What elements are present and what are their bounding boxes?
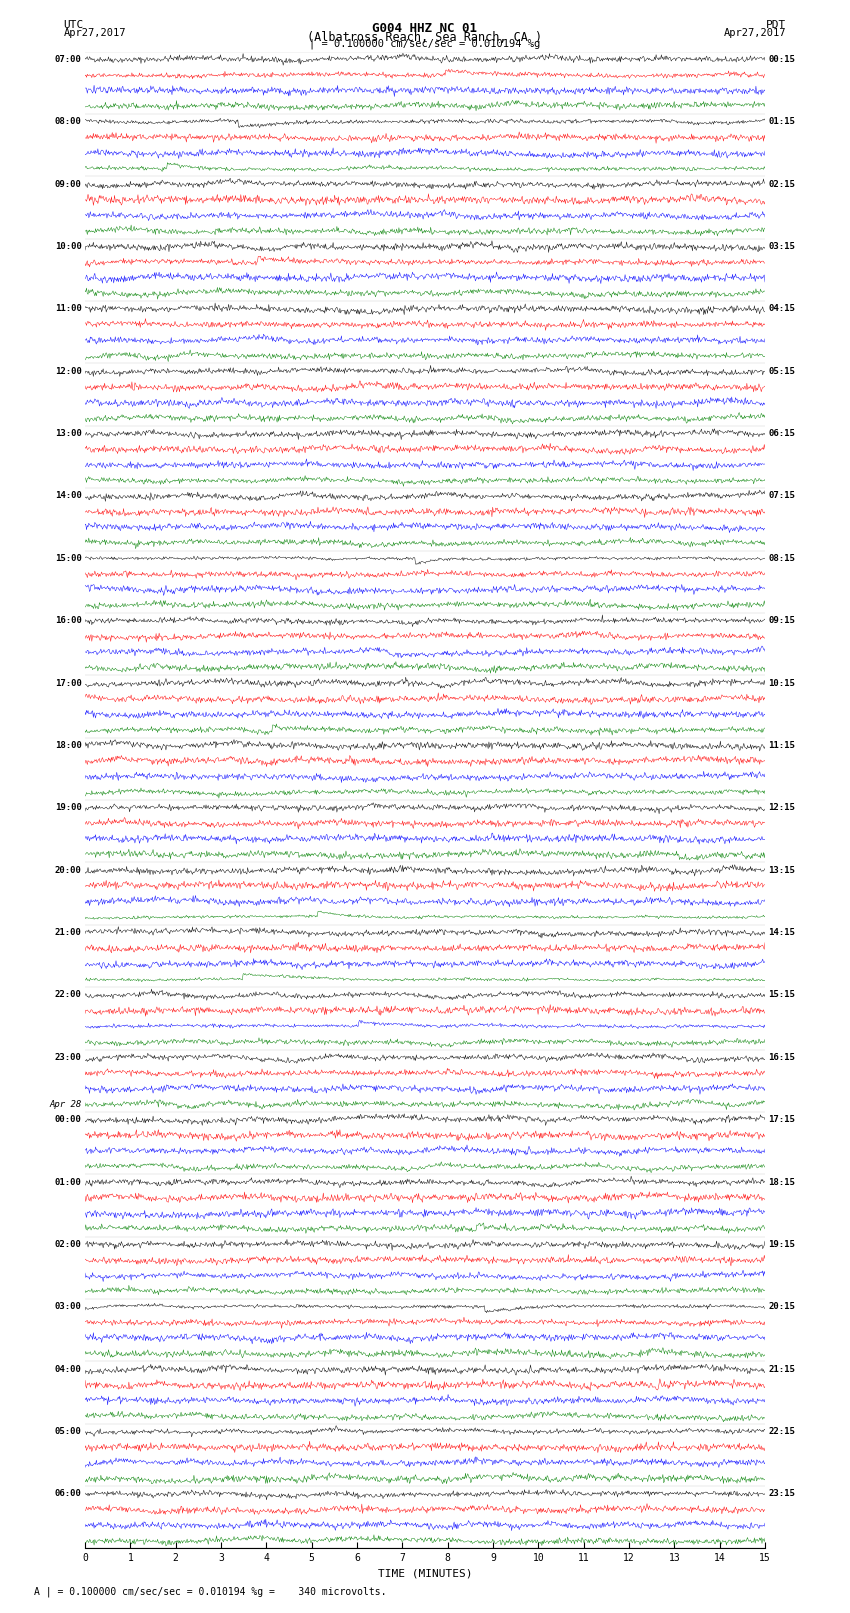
Text: 17:00: 17:00 [54, 679, 82, 687]
Text: 16:15: 16:15 [768, 1053, 796, 1061]
Text: 12:00: 12:00 [54, 366, 82, 376]
Text: 14:15: 14:15 [768, 927, 796, 937]
Text: 10:15: 10:15 [768, 679, 796, 687]
Text: 20:00: 20:00 [54, 866, 82, 874]
Text: 09:15: 09:15 [768, 616, 796, 626]
Text: Apr 28: Apr 28 [49, 1100, 82, 1108]
Text: 11:00: 11:00 [54, 305, 82, 313]
Text: PDT: PDT [766, 19, 786, 31]
Text: (Albatross Reach, Sea Ranch, CA ): (Albatross Reach, Sea Ranch, CA ) [308, 31, 542, 44]
Text: 04:00: 04:00 [54, 1365, 82, 1374]
Text: 00:15: 00:15 [768, 55, 796, 65]
Text: 22:15: 22:15 [768, 1428, 796, 1436]
Text: 07:00: 07:00 [54, 55, 82, 65]
Text: 23:00: 23:00 [54, 1053, 82, 1061]
Text: 14:00: 14:00 [54, 492, 82, 500]
Text: Apr27,2017: Apr27,2017 [64, 29, 127, 39]
Text: | = 0.100000 cm/sec/sec = 0.010194 %g: | = 0.100000 cm/sec/sec = 0.010194 %g [309, 39, 541, 50]
Text: 06:15: 06:15 [768, 429, 796, 439]
Text: 13:00: 13:00 [54, 429, 82, 439]
Text: 01:15: 01:15 [768, 118, 796, 126]
Text: 19:15: 19:15 [768, 1240, 796, 1248]
Text: 00:00: 00:00 [54, 1115, 82, 1124]
Text: 06:00: 06:00 [54, 1489, 82, 1498]
Text: 18:00: 18:00 [54, 740, 82, 750]
Text: 23:15: 23:15 [768, 1489, 796, 1498]
Text: 16:00: 16:00 [54, 616, 82, 626]
Text: 02:00: 02:00 [54, 1240, 82, 1248]
Text: 07:15: 07:15 [768, 492, 796, 500]
Text: 09:00: 09:00 [54, 179, 82, 189]
Text: 01:00: 01:00 [54, 1177, 82, 1187]
X-axis label: TIME (MINUTES): TIME (MINUTES) [377, 1569, 473, 1579]
Text: 10:00: 10:00 [54, 242, 82, 252]
Text: UTC: UTC [64, 19, 84, 31]
Text: 08:00: 08:00 [54, 118, 82, 126]
Text: 03:15: 03:15 [768, 242, 796, 252]
Text: 02:15: 02:15 [768, 179, 796, 189]
Text: 15:15: 15:15 [768, 990, 796, 1000]
Text: 13:15: 13:15 [768, 866, 796, 874]
Text: 11:15: 11:15 [768, 740, 796, 750]
Text: 21:15: 21:15 [768, 1365, 796, 1374]
Text: 15:00: 15:00 [54, 553, 82, 563]
Text: 05:00: 05:00 [54, 1428, 82, 1436]
Text: 12:15: 12:15 [768, 803, 796, 813]
Text: 05:15: 05:15 [768, 366, 796, 376]
Text: Apr27,2017: Apr27,2017 [723, 29, 786, 39]
Text: 17:15: 17:15 [768, 1115, 796, 1124]
Text: A | = 0.100000 cm/sec/sec = 0.010194 %g =    340 microvolts.: A | = 0.100000 cm/sec/sec = 0.010194 %g … [34, 1586, 387, 1597]
Text: 19:00: 19:00 [54, 803, 82, 813]
Text: 04:15: 04:15 [768, 305, 796, 313]
Text: 22:00: 22:00 [54, 990, 82, 1000]
Text: 21:00: 21:00 [54, 927, 82, 937]
Text: G004 HHZ NC 01: G004 HHZ NC 01 [372, 23, 478, 35]
Text: 18:15: 18:15 [768, 1177, 796, 1187]
Text: 20:15: 20:15 [768, 1302, 796, 1311]
Text: 03:00: 03:00 [54, 1302, 82, 1311]
Text: 08:15: 08:15 [768, 553, 796, 563]
